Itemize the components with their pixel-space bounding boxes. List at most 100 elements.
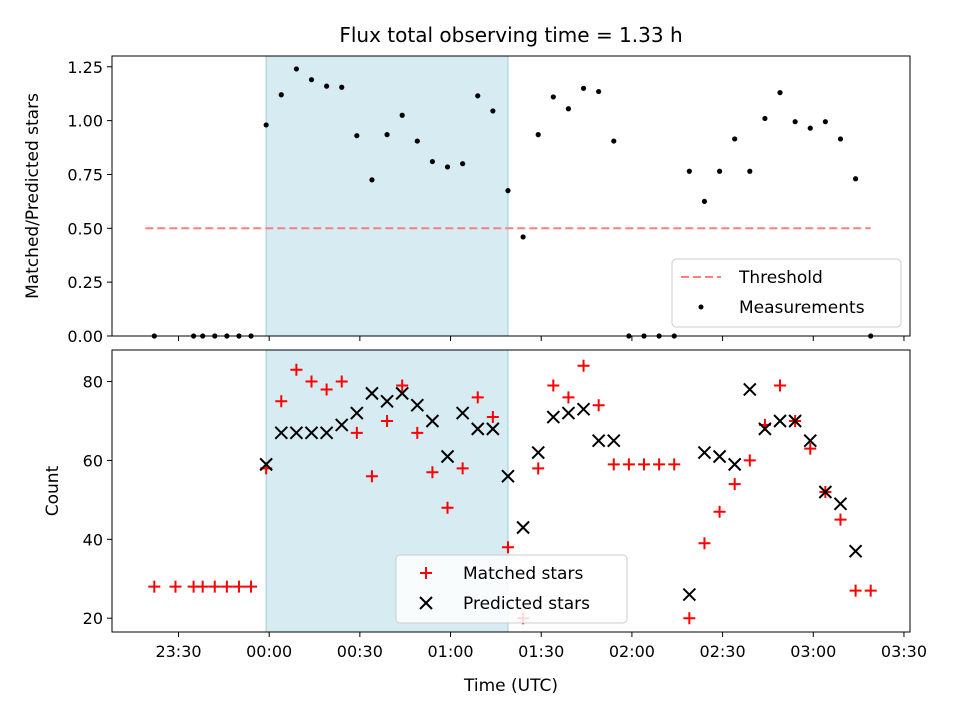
measurements-point — [611, 138, 617, 144]
predicted-stars-point — [546, 410, 561, 424]
predicted-stars-point — [788, 414, 802, 428]
matched-stars-point — [743, 454, 756, 467]
predicted-stars-point — [607, 434, 621, 448]
matched-stars-point — [441, 501, 454, 514]
measurements-point — [490, 108, 496, 114]
matched-stars-point — [381, 414, 394, 427]
measurements-point — [263, 122, 269, 128]
matched-stars-point — [290, 363, 303, 376]
measurements-point — [460, 161, 466, 167]
measurements-point — [535, 132, 541, 138]
x-tick-label: 03:30 — [881, 642, 927, 661]
ratio-y-tick-label: 0.25 — [67, 273, 103, 292]
matched-stars-point — [607, 458, 620, 471]
matched-legend-label: Matched stars — [463, 564, 583, 584]
matched-stars-point — [396, 379, 409, 392]
matched-stars-point — [486, 411, 499, 424]
count-marks — [148, 359, 877, 625]
count-y-tick-label: 40 — [83, 530, 103, 549]
x-tick-label: 01:00 — [427, 642, 473, 661]
matched-stars-point — [774, 379, 787, 392]
predicted-stars-point — [471, 422, 485, 436]
measurements-point — [505, 188, 511, 194]
ratio-y-tick-label: 1.25 — [67, 58, 103, 77]
x-tick-label: 23:30 — [155, 642, 201, 661]
predicted-stars-point — [848, 544, 863, 558]
measurements-point — [293, 66, 299, 72]
predicted-stars-point — [259, 457, 273, 472]
matched-stars-point — [622, 458, 635, 471]
predicted-stars-point — [743, 382, 757, 397]
predicted-stars-point — [833, 497, 848, 511]
matched-stars-point — [547, 379, 560, 392]
count-plot-frame — [111, 349, 911, 633]
predicted-stars-point — [380, 394, 394, 408]
count-legend-box — [395, 554, 628, 624]
predicted-stars-point — [697, 445, 712, 460]
measurements-point — [716, 168, 723, 174]
measurements-point — [429, 158, 436, 165]
predicted-stars-point — [531, 445, 545, 460]
matched-stars-point — [849, 584, 862, 597]
ratio-panel: 0.00 0.25 0.50 0.75 1.00 1.25 Matched/Predict… — [23, 55, 911, 346]
ratio-y-axis-label: Matched/Predicted stars — [23, 93, 43, 299]
matched-stars-point — [208, 580, 221, 593]
predicted-stars-point — [440, 449, 455, 464]
ratio-shaded-span — [265, 55, 509, 337]
matched-stars-point — [592, 399, 605, 412]
x-tick-label: 02:30 — [700, 642, 746, 661]
predicted-stars-point — [319, 426, 334, 440]
measurements-point — [324, 83, 330, 89]
measurements-legend-label: Measurements — [739, 298, 865, 318]
matched-stars-point — [320, 383, 333, 396]
measurements-point — [550, 94, 556, 100]
measurements-point — [762, 115, 768, 122]
x-axis-label: Time (UTC) — [463, 676, 558, 696]
matched-stars-point — [471, 391, 484, 404]
measurements-point — [369, 177, 375, 183]
measurements-point — [399, 112, 405, 118]
matched-stars-point — [683, 612, 696, 625]
matched-stars-point — [864, 584, 877, 597]
ratio-y-tick-label: 0.75 — [67, 165, 103, 184]
count-legend: Matched stars Predicted stars — [395, 554, 628, 624]
threshold-legend-label: Threshold — [738, 268, 823, 288]
matched-stars-point — [148, 580, 161, 593]
predicted-stars-point — [727, 457, 742, 472]
matched-stars-point — [577, 359, 590, 372]
predicted-stars-point — [350, 406, 364, 420]
measurements-point — [686, 168, 692, 174]
count-y-tick-label: 80 — [83, 373, 103, 392]
matched-stars-point — [668, 458, 681, 471]
predicted-stars-point — [425, 414, 440, 428]
predicted-stars-point — [395, 386, 409, 401]
x-tick-label: 00:00 — [246, 642, 292, 661]
matched-legend-swatch — [420, 567, 432, 579]
measurements-point — [444, 164, 451, 170]
count-axes: 23:30 00:00 00:30 01:00 01:30 02:00 02:30 03:00… — [83, 373, 927, 661]
matched-stars-point — [653, 458, 666, 471]
predicted-stars-point — [818, 485, 833, 499]
measurements-point — [565, 106, 572, 112]
predicted-stars-point — [289, 426, 304, 440]
matched-stars-point — [169, 580, 182, 593]
count-y-axis-label: Count — [43, 465, 63, 516]
ratio-y-tick-label: 1.00 — [67, 112, 103, 131]
matched-stars-point — [220, 580, 233, 593]
predicted-legend-swatch — [419, 596, 433, 610]
matched-stars-point — [456, 462, 469, 475]
ratio-y-tick-label: 0.50 — [67, 219, 103, 238]
measurements-point — [732, 136, 738, 142]
measurements-point — [580, 85, 587, 91]
ratio-legend-box — [671, 258, 902, 328]
ratio-axes: 0.00 0.25 0.50 0.75 1.00 1.25 — [67, 58, 905, 346]
x-tick-label: 00:30 — [337, 642, 383, 661]
matched-stars-point — [365, 470, 378, 483]
matched-stars-point — [562, 391, 575, 404]
measurements-legend-swatch — [698, 304, 704, 310]
matched-stars-point — [335, 375, 348, 388]
matched-stars-point — [698, 537, 711, 550]
measurements-point — [520, 234, 526, 240]
matched-stars-point — [275, 395, 288, 408]
